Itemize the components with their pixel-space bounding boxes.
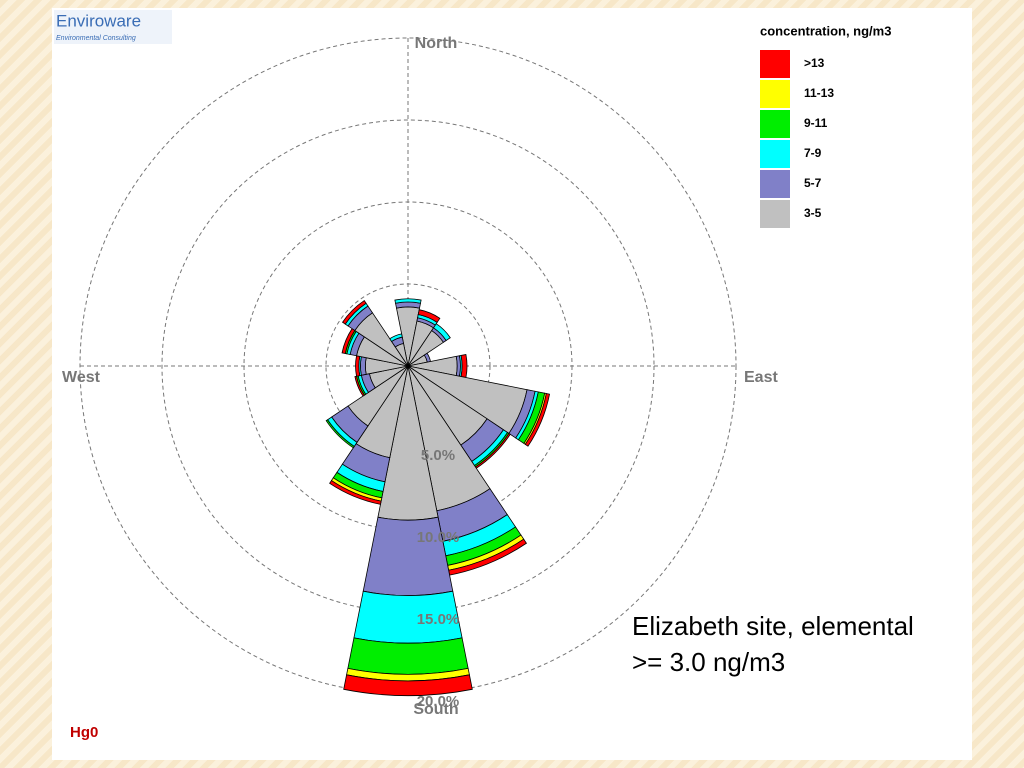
legend-swatch (760, 50, 790, 78)
compass-label: South (413, 701, 458, 718)
logo-subtitle: Environmental Consulting (56, 35, 136, 42)
legend-swatch (760, 170, 790, 198)
rose-segment (360, 356, 367, 376)
legend-label: 7-9 (804, 146, 822, 160)
chart-panel (52, 8, 972, 760)
legend-swatch (760, 200, 790, 228)
rose-segment (355, 355, 361, 377)
rose-segment (347, 637, 469, 675)
rose-segment (329, 479, 382, 505)
legend-label: 5-7 (804, 176, 822, 190)
r-tick-label: 20.0% (417, 693, 460, 710)
rose-segment (524, 393, 551, 447)
legend-label: 11-13 (804, 86, 834, 100)
legend-swatch (760, 110, 790, 138)
legend-title: concentration, ng/m3 (760, 23, 891, 38)
rose-segment (460, 354, 468, 378)
rose-segment (389, 333, 403, 343)
compass-label: North (415, 35, 458, 52)
rose-segment (341, 299, 367, 325)
legend-swatch (760, 80, 790, 108)
rose-segment (394, 298, 422, 304)
rose-segment (417, 309, 441, 323)
logo-title: Enviroware (56, 11, 141, 30)
rose-segment (325, 419, 355, 449)
compass-label: East (744, 369, 778, 386)
legend-label: >13 (804, 56, 825, 70)
annotation: Elizabeth site, elemental >= 3.0 ng/m3 (632, 611, 914, 677)
r-tick-label: 15.0% (417, 611, 460, 628)
rose-segment (354, 375, 365, 397)
legend-label: 3-5 (804, 206, 822, 220)
rose-segment (432, 323, 451, 342)
logo-box (54, 10, 172, 44)
legend-swatch (760, 140, 790, 168)
r-tick-label: 10.0% (417, 529, 460, 546)
pollutant-label: Hg0 (70, 724, 98, 741)
rose-segment (343, 674, 473, 696)
r-tick-label: 5.0% (421, 447, 455, 464)
legend-label: 9-11 (804, 116, 828, 130)
compass-label: West (62, 369, 101, 386)
